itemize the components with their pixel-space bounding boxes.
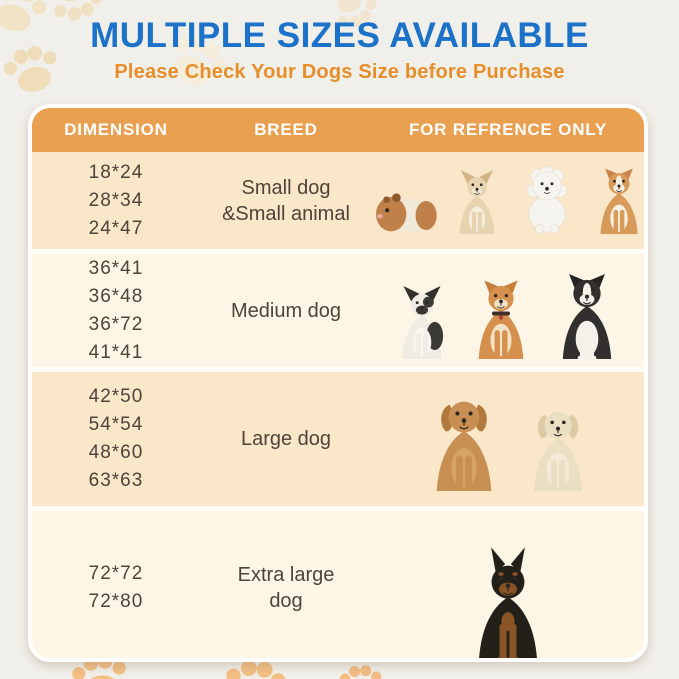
dimension-cell: 36*41 36*48 36*72 41*41 xyxy=(32,255,200,367)
dimension-value: 28*34 xyxy=(88,189,144,211)
french-bulldog-image xyxy=(390,263,454,359)
paw-print-icon xyxy=(321,0,387,41)
shiba-inu-image xyxy=(465,257,537,359)
breed-label: Medium dog xyxy=(230,299,342,322)
dimension-value: 36*48 xyxy=(88,285,144,307)
table-row: 36*41 36*48 36*72 41*41 Medium dog xyxy=(32,249,644,367)
doberman-image xyxy=(461,511,555,658)
table-row: 18*24 28*34 24*47 Small dog &Small animal xyxy=(32,152,644,249)
border-collie-image xyxy=(548,255,626,359)
dimension-value: 54*54 xyxy=(88,414,144,435)
column-header-breed: BREED xyxy=(254,120,318,139)
paw-print-icon xyxy=(40,0,112,34)
breed-label: Large dog xyxy=(240,428,332,450)
table-row: 42*50 54*54 48*60 63*63 Large dog xyxy=(32,367,644,506)
dimension-value: 36*72 xyxy=(88,313,144,335)
guinea-pig-image xyxy=(372,182,438,234)
dimension-cell: 42*50 54*54 48*60 63*63 xyxy=(32,383,200,495)
dimension-value: 41*41 xyxy=(88,341,144,363)
dimension-value: 42*50 xyxy=(88,386,144,407)
breed-label: Small dog &Small animal xyxy=(222,176,350,225)
dimension-value: 63*63 xyxy=(88,470,144,491)
table-body: 18*24 28*34 24*47 Small dog &Small animal 36… xyxy=(32,152,644,658)
dimension-value: 48*60 xyxy=(88,442,144,463)
column-header-dimension: DIMENSION xyxy=(64,120,168,139)
table-header-row: DIMENSION BREED FOR REFRENCE ONLY xyxy=(32,108,644,152)
dimension-cell: 72*72 72*80 xyxy=(32,560,200,616)
dimension-value: 24*47 xyxy=(88,217,144,239)
dimension-value: 18*24 xyxy=(88,161,144,183)
reference-images-cell xyxy=(372,255,644,367)
dimension-cell: 18*24 28*34 24*47 xyxy=(32,159,200,243)
dimension-value: 72*72 xyxy=(88,563,144,584)
paw-print-icon xyxy=(153,18,240,105)
reference-images-cell xyxy=(372,377,644,502)
paw-print-icon xyxy=(0,0,56,48)
labrador-image xyxy=(519,379,597,491)
dimension-value: 36*41 xyxy=(88,257,144,279)
bichon-frise-image xyxy=(516,162,578,234)
corgi-image xyxy=(589,158,644,234)
chihuahua-image xyxy=(449,160,505,234)
dimension-value: 72*80 xyxy=(88,591,144,612)
paw-print-icon xyxy=(219,650,292,679)
paw-print-icon xyxy=(0,33,69,106)
breed-label: Extra large dog xyxy=(237,564,335,612)
page-subtitle: Please Check Your Dogs Size before Purch… xyxy=(114,61,565,83)
size-table: DIMENSION BREED FOR REFRENCE ONLY 18*24 2… xyxy=(28,104,648,662)
table-row: 72*72 72*80 Extra large dog xyxy=(32,506,644,658)
reference-images-cell xyxy=(372,158,644,244)
page-title: MULTIPLE SIZES AVAILABLE xyxy=(90,16,589,55)
reference-images-cell xyxy=(372,511,644,658)
golden-retriever-image xyxy=(420,377,508,491)
column-header-reference: FOR REFRENCE ONLY xyxy=(408,120,608,139)
